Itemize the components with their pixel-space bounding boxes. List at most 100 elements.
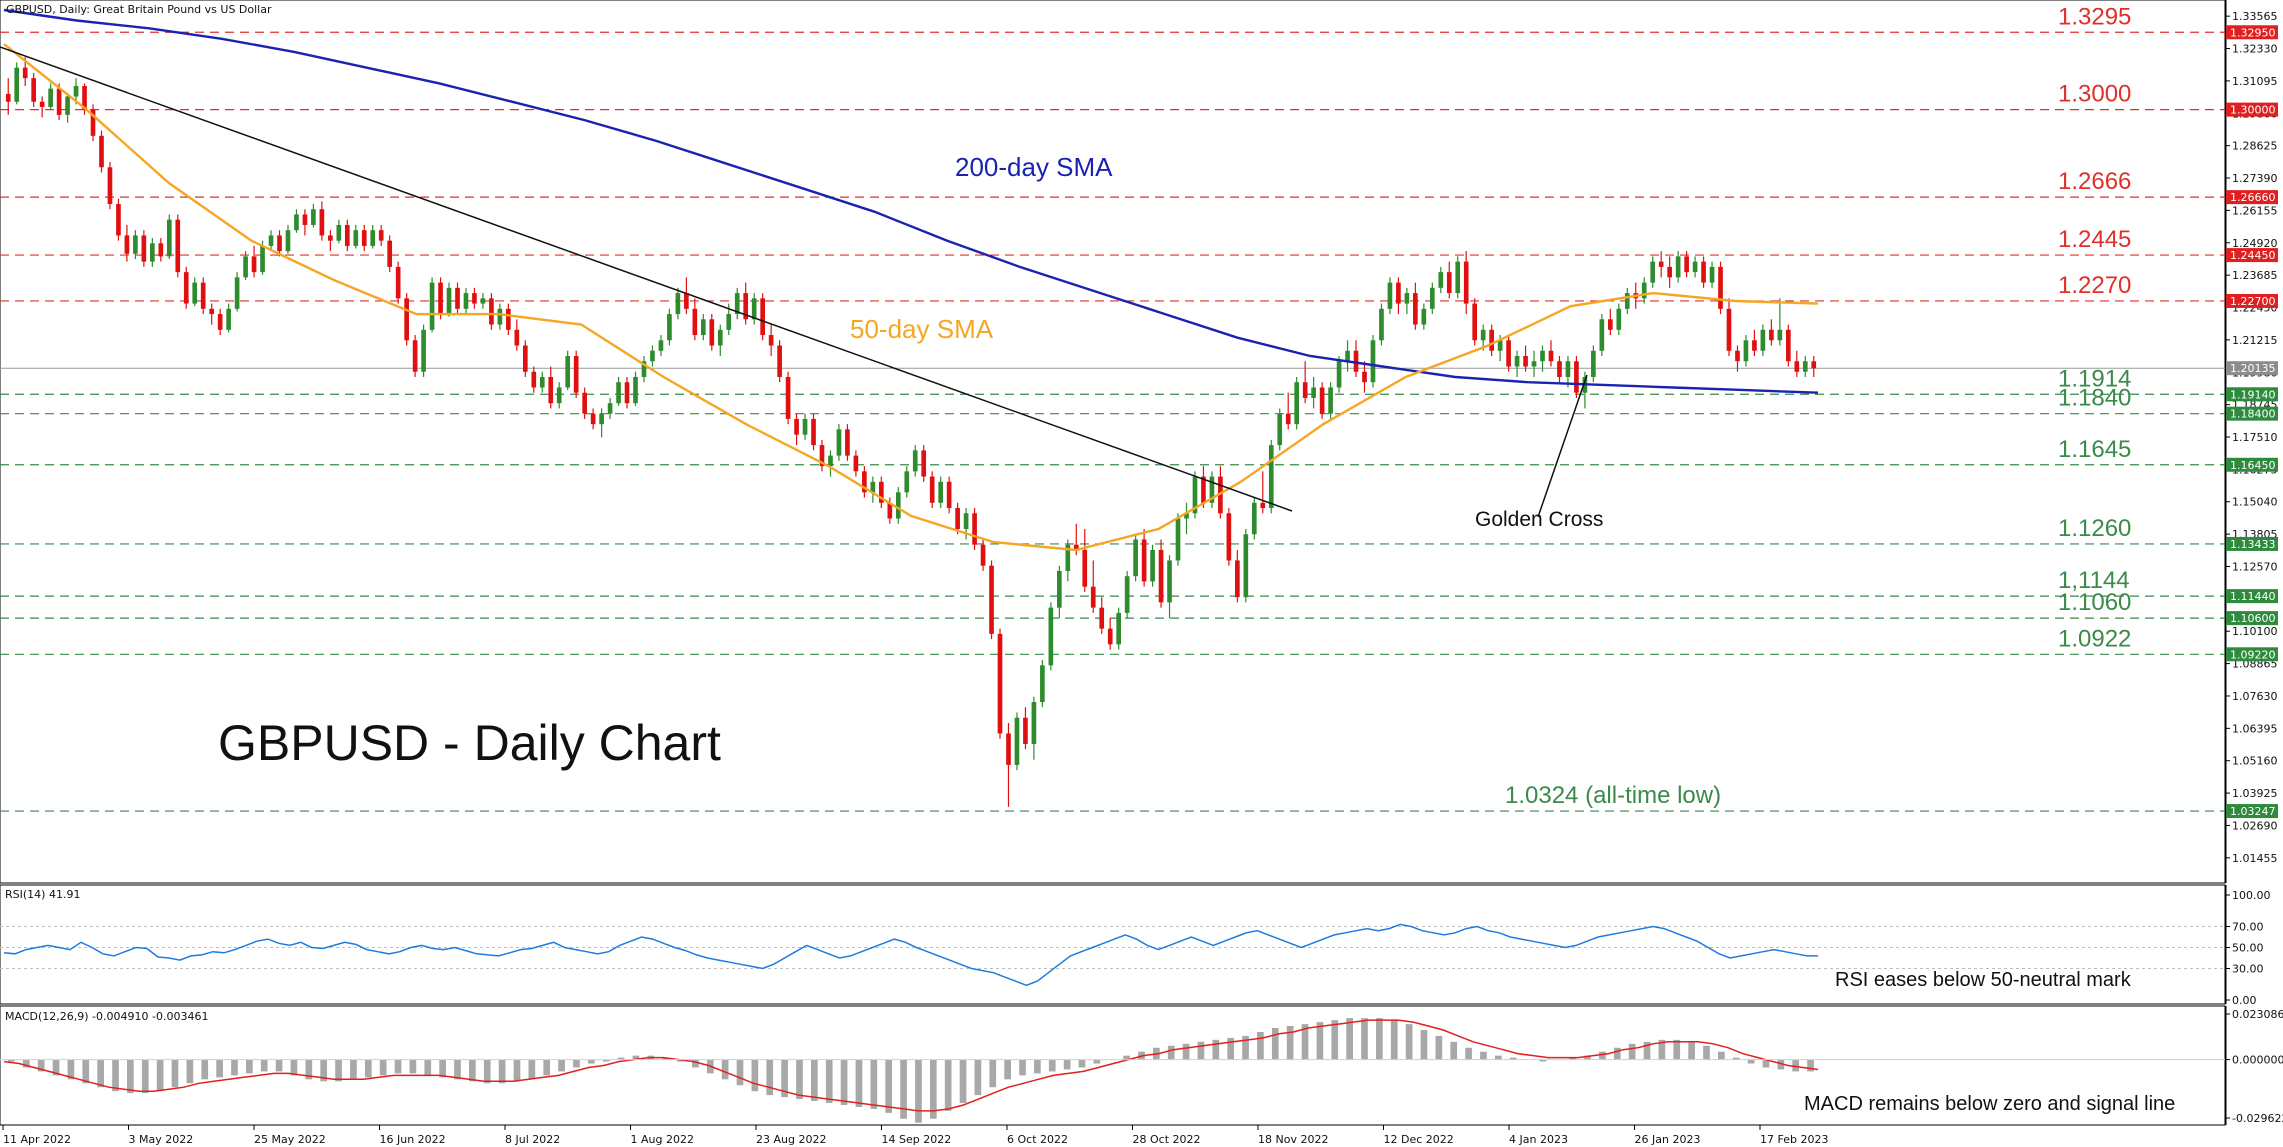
candle — [99, 130, 104, 173]
candle — [599, 408, 604, 438]
level-tag-value: 1.09220 — [2230, 648, 2276, 661]
candle-body — [209, 308, 215, 315]
candle-body — [48, 88, 53, 107]
candle — [760, 293, 765, 341]
candle-body — [1743, 340, 1749, 362]
candle — [1709, 261, 1715, 288]
price-tick-label: 1.05160 — [2232, 755, 2278, 768]
candle — [1692, 256, 1698, 278]
candle — [1794, 350, 1800, 377]
level-tag — [2226, 611, 2278, 626]
candle — [1489, 324, 1494, 356]
candle — [582, 387, 587, 419]
macd-axis: 0.023086 0.000000 -0.029622 — [2225, 1006, 2283, 1125]
candle-body — [370, 230, 376, 246]
candle-body — [522, 345, 528, 372]
candle-body — [1328, 387, 1333, 414]
level-tag — [2226, 589, 2278, 604]
candle-body — [997, 633, 1003, 734]
candle-body — [506, 308, 511, 330]
candle-body — [387, 240, 393, 267]
candle-body — [1277, 413, 1283, 446]
macd-tick-label: 0.000000 — [2232, 1054, 2283, 1067]
candle — [1031, 696, 1037, 760]
candle — [107, 162, 113, 210]
candle-body — [463, 293, 469, 309]
candle — [573, 350, 579, 398]
candle-body — [1497, 340, 1503, 351]
candle-body — [192, 282, 198, 304]
candle — [455, 282, 460, 315]
candle — [192, 277, 198, 307]
candle — [1328, 382, 1333, 419]
candle — [1107, 618, 1113, 650]
candle-body — [268, 235, 274, 246]
price-tick-label: 1.24920 — [2232, 237, 2278, 250]
candle-body — [802, 418, 808, 435]
level-tag-value: 1.30000 — [2230, 104, 2276, 117]
candle-body — [912, 450, 918, 472]
rsi-tick-label: 30.00 — [2232, 963, 2264, 976]
candle-body — [1099, 607, 1105, 629]
candle-body — [1489, 329, 1494, 351]
candle-body — [845, 429, 850, 456]
candle-body — [879, 481, 884, 503]
level-label: 1.3000 — [2058, 81, 2131, 108]
macd-note: MACD remains below zero and signal line — [1804, 1093, 2175, 1115]
price-tick-label: 1.28625 — [2232, 140, 2278, 153]
candle — [1150, 544, 1155, 587]
candle — [1099, 597, 1105, 634]
candle-body — [667, 314, 672, 341]
level-tag-value: 1.18400 — [2230, 408, 2276, 421]
price-panel — [0, 0, 2226, 884]
candle — [1557, 356, 1562, 383]
candle-body — [1658, 261, 1664, 267]
candle-body — [819, 445, 825, 467]
candle-body — [56, 88, 62, 115]
candle-body — [785, 376, 791, 419]
candle-body — [1057, 570, 1062, 608]
candle-body — [1811, 361, 1817, 369]
candle — [929, 471, 935, 509]
candle — [1701, 256, 1706, 288]
candle — [1057, 565, 1062, 619]
candle — [1641, 277, 1647, 304]
candle — [1379, 303, 1384, 346]
candle-body — [904, 471, 910, 493]
level-tag-value: 1.11440 — [2230, 590, 2276, 603]
candle — [734, 287, 740, 320]
candle-body — [1175, 518, 1181, 561]
candle-body — [378, 230, 384, 241]
candle — [802, 413, 808, 440]
rsi-tick-label: 50.00 — [2232, 942, 2264, 955]
macd-signal-line — [3, 1019, 1819, 1112]
candle — [344, 219, 350, 252]
candle-body — [921, 450, 927, 477]
candle-body — [565, 356, 571, 388]
candle-body — [1124, 576, 1130, 613]
level-tags: 1.32950 1.30000 1.26660 1.24450 1.22700 1.191… — [2226, 25, 2278, 819]
candle-body — [895, 492, 901, 519]
candle-body — [150, 243, 155, 262]
candle-body — [22, 67, 28, 79]
price-tick-label: 1.23685 — [2232, 269, 2278, 282]
current-price-value: 1.20135 — [2230, 362, 2276, 375]
candle-body — [1192, 476, 1198, 514]
candle — [387, 235, 393, 273]
candle-body — [1506, 340, 1511, 367]
candle-body — [539, 376, 545, 388]
date-tick-label: 6 Oct 2022 — [1007, 1133, 1068, 1146]
candle — [955, 502, 960, 535]
date-tick-label: 11 Apr 2022 — [3, 1133, 71, 1146]
candle-body — [1167, 560, 1172, 603]
candle-body — [395, 266, 401, 299]
candle — [709, 314, 715, 351]
candle — [1251, 497, 1257, 540]
candle-body — [963, 513, 969, 529]
candle — [667, 308, 672, 346]
date-tick-label: 14 Sep 2022 — [882, 1133, 952, 1146]
date-tick-label: 16 Jun 2022 — [380, 1133, 446, 1146]
level-label: 1.1914 — [2058, 365, 2131, 392]
candle — [921, 445, 927, 482]
price-tick-label: 1.01455 — [2232, 852, 2278, 865]
